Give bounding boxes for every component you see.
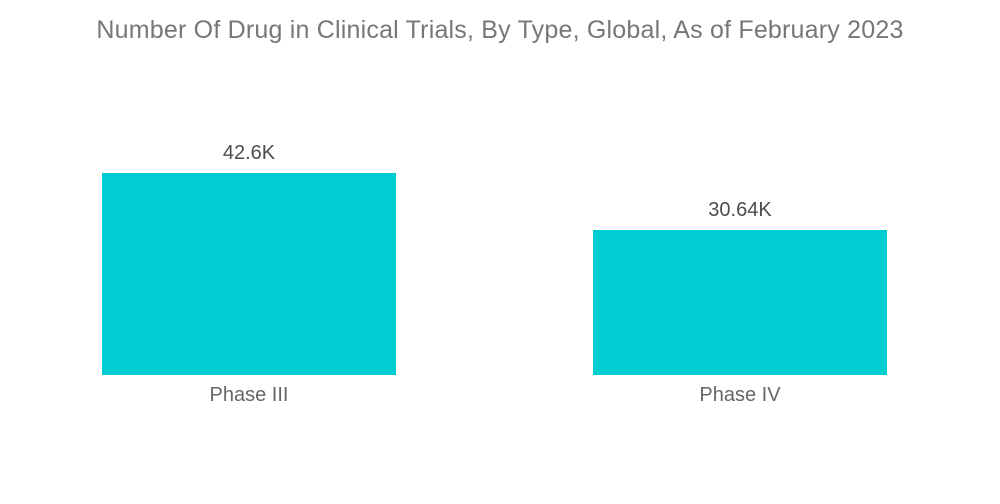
bar-phase-iii xyxy=(102,173,396,375)
chart-title: Number Of Drug in Clinical Trials, By Ty… xyxy=(96,16,904,44)
bar-group-phase-iii: 42.6K xyxy=(102,142,396,375)
bar-group-phase-iv: 30.64K xyxy=(593,199,887,375)
x-axis-label-phase-iii: Phase III xyxy=(209,384,289,406)
bar-phase-iv xyxy=(593,230,887,375)
bar-value-label-phase-iv: 30.64K xyxy=(708,199,772,221)
x-axis-label-phase-iv: Phase IV xyxy=(699,384,781,406)
bar-value-label-phase-iii: 42.6K xyxy=(222,142,276,164)
